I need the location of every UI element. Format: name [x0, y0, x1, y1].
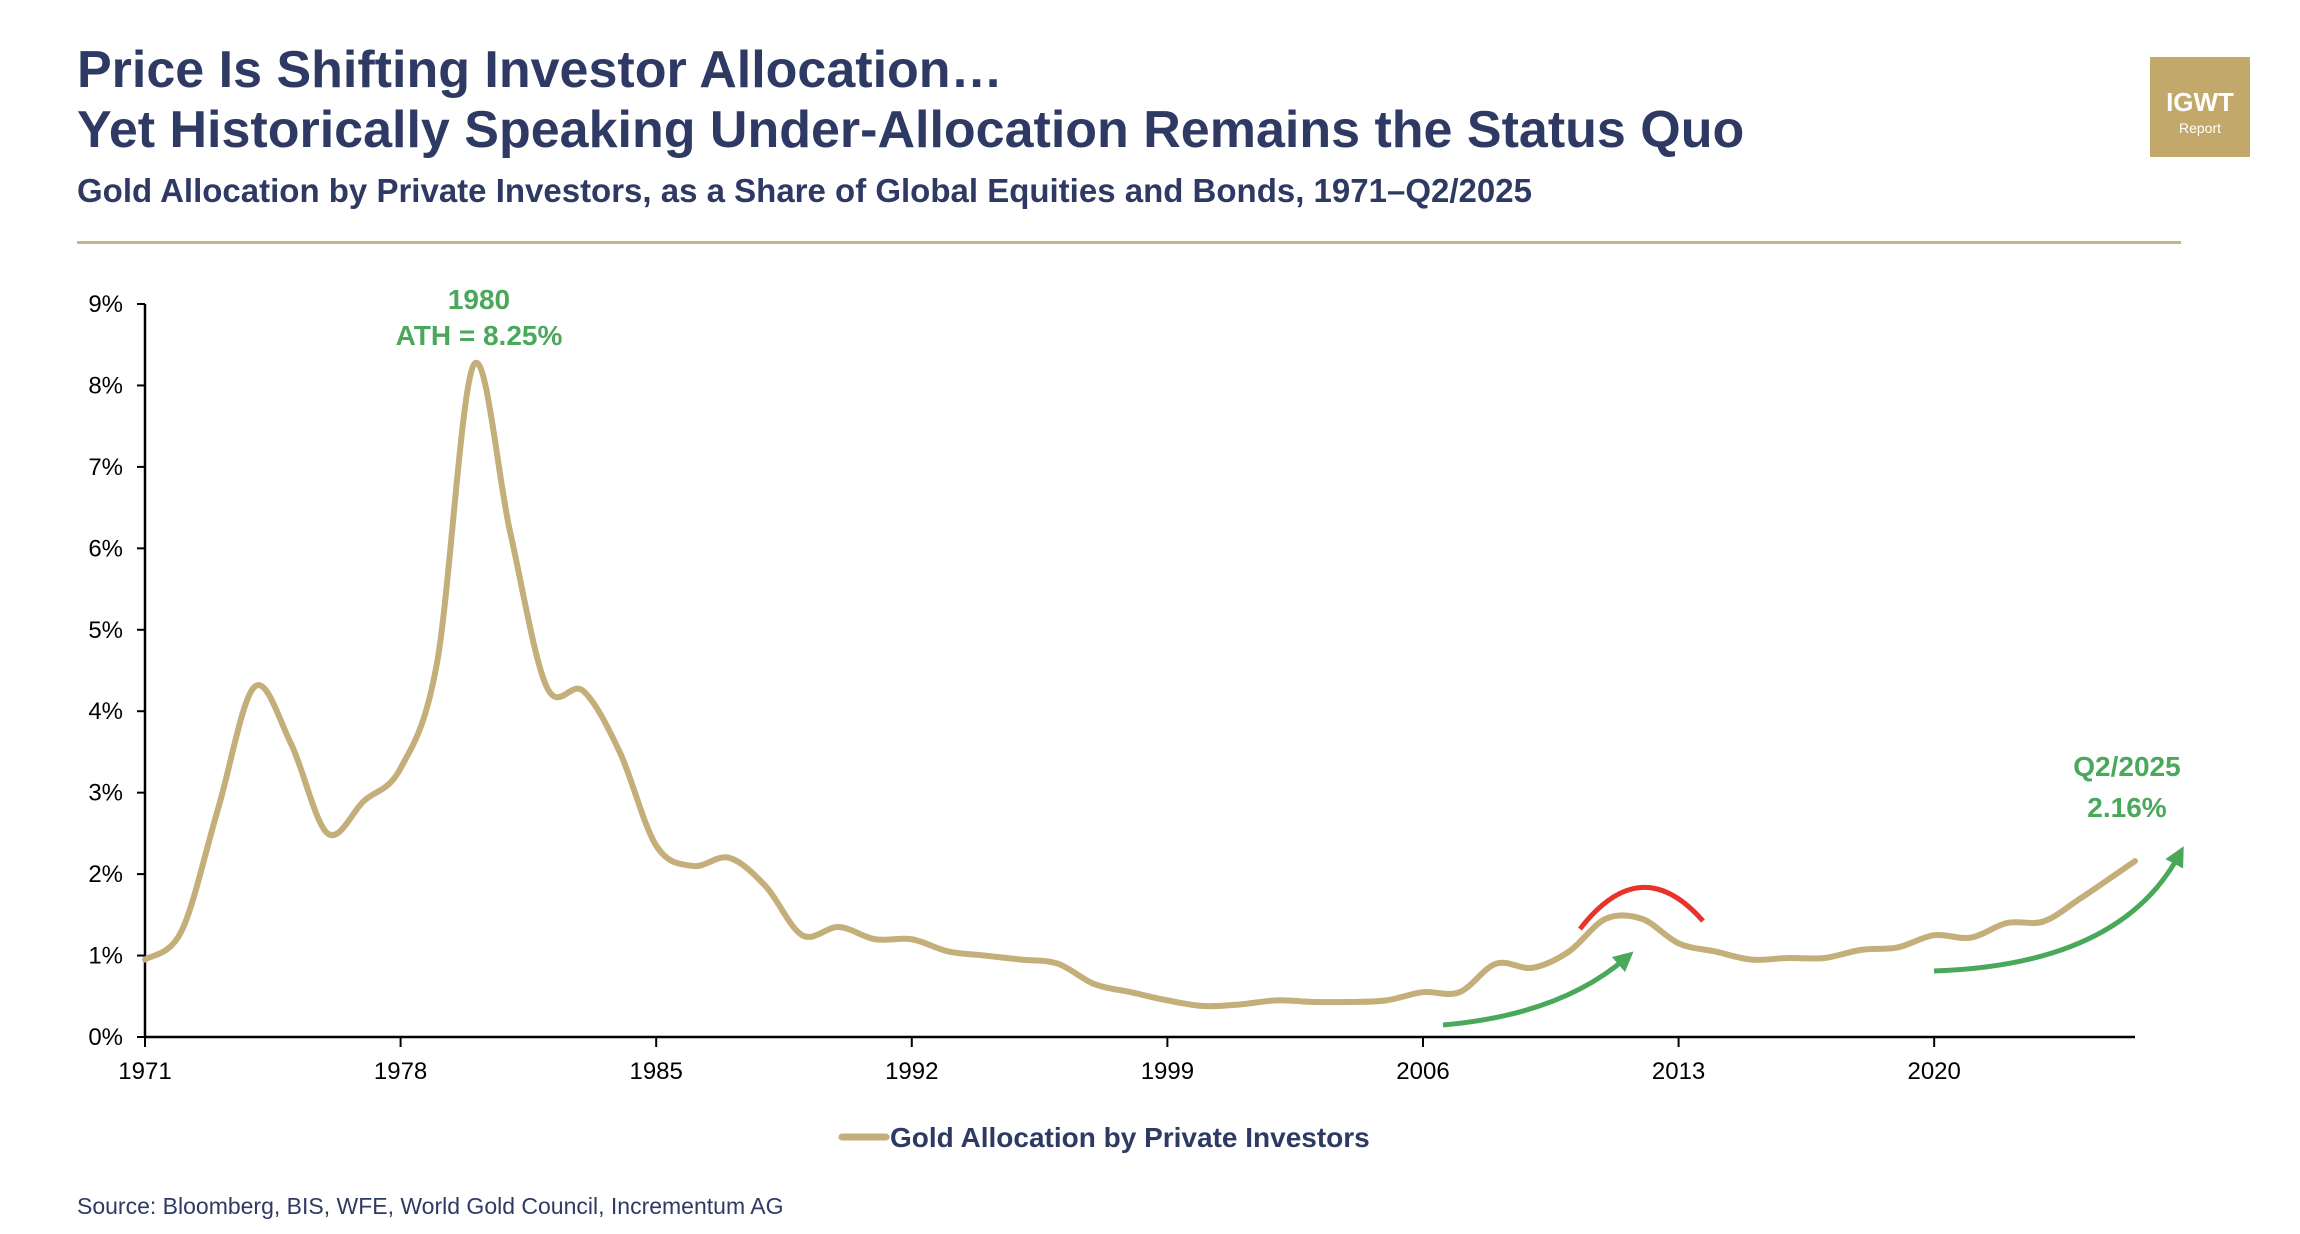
y-tick-label: 9% — [88, 291, 123, 318]
y-tick-label: 0% — [88, 1024, 123, 1051]
latest-annotation-value: 2.16% — [2087, 792, 2166, 823]
series-line-gold-allocation — [142, 359, 2138, 1010]
y-tick-label: 4% — [88, 698, 123, 725]
header-divider — [77, 241, 2181, 244]
x-tick-label: 1985 — [629, 1058, 682, 1085]
x-tick-label: 1999 — [1141, 1058, 1194, 1085]
title-line-2: Yet Historically Speaking Under-Allocati… — [77, 101, 1745, 159]
latest-annotation-period: Q2/2025 — [2073, 751, 2180, 782]
y-tick-label: 1% — [88, 943, 123, 970]
igwt-logo: IGWT Report — [2150, 57, 2250, 157]
ath-annotation-year: 1980 — [448, 284, 510, 315]
highlight-arc — [1578, 885, 1705, 931]
green-arrow-2006-2011 — [1442, 951, 1634, 1028]
y-tick-label: 7% — [88, 454, 123, 481]
subtitle: Gold Allocation by Private Investors, as… — [77, 172, 1532, 209]
x-tick-label: 2013 — [1652, 1058, 1705, 1085]
y-tick-label: 2% — [88, 861, 123, 888]
legend-label: Gold Allocation by Private Investors — [890, 1122, 1370, 1153]
y-tick-label: 5% — [88, 617, 123, 644]
y-tick-label: 8% — [88, 372, 123, 399]
source-note: Source: Bloomberg, BIS, WFE, World Gold … — [77, 1193, 784, 1219]
x-tick-label: 1992 — [885, 1058, 938, 1085]
x-tick-label: 2006 — [1396, 1058, 1449, 1085]
title-line-1: Price Is Shifting Investor Allocation… — [77, 41, 1003, 99]
ath-annotation-value: ATH = 8.25% — [396, 320, 563, 351]
green-arrow-2020-2025 — [1933, 846, 2184, 974]
y-tick-label: 3% — [88, 780, 123, 807]
logo-name: IGWT — [2166, 87, 2234, 117]
x-tick-label: 2020 — [1907, 1058, 1960, 1085]
x-tick-label: 1971 — [118, 1058, 171, 1085]
logo-sub: Report — [2178, 120, 2222, 136]
x-tick-label: 1978 — [374, 1058, 427, 1085]
y-tick-label: 6% — [88, 535, 123, 562]
